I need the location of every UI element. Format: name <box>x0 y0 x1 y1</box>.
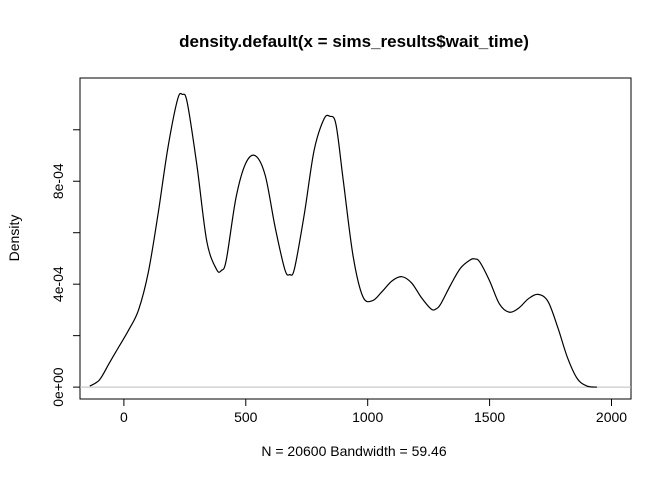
chart-title: density.default(x = sims_results$wait_ti… <box>179 32 529 51</box>
x-tick-label: 2000 <box>596 409 627 425</box>
axis-tick-labels: 0 500 1000 1500 2000 0e+00 4e-04 8e-04 <box>50 163 627 425</box>
density-curve <box>89 92 597 388</box>
x-tick-label: 0 <box>120 409 128 425</box>
y-axis-label: Density <box>6 215 22 262</box>
x-axis-label: N = 20600 Bandwidth = 59.46 <box>261 443 446 459</box>
x-tick-label: 500 <box>234 409 258 425</box>
y-tick-label: 8e-04 <box>50 163 66 199</box>
y-tick-label: 0e+00 <box>50 367 66 407</box>
axis-ticks <box>73 129 612 406</box>
x-tick-label: 1500 <box>474 409 505 425</box>
x-tick-label: 1000 <box>352 409 383 425</box>
y-tick-label: 4e-04 <box>50 266 66 302</box>
plot-frame <box>79 77 632 400</box>
